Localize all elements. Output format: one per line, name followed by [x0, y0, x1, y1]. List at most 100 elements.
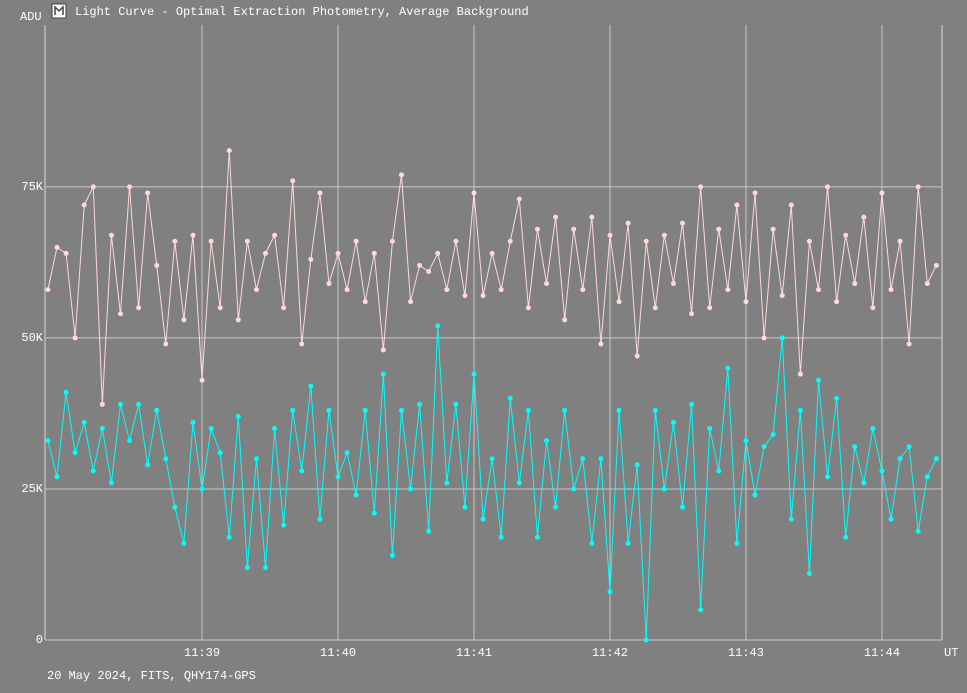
data-point [344, 287, 350, 293]
data-point [145, 462, 151, 468]
data-point [689, 401, 695, 407]
data-point [924, 474, 930, 480]
data-point [553, 214, 559, 220]
data-point [335, 250, 341, 256]
data-point [253, 287, 259, 293]
data-point [90, 468, 96, 474]
data-point [54, 474, 60, 480]
data-point [54, 244, 60, 250]
data-point [362, 299, 368, 305]
data-point [272, 232, 278, 238]
data-point [81, 420, 87, 426]
data-point [489, 250, 495, 256]
data-point [861, 214, 867, 220]
data-point [571, 226, 577, 232]
data-point [516, 196, 522, 202]
data-point [834, 395, 840, 401]
data-point [888, 516, 894, 522]
data-point [453, 401, 459, 407]
data-point [172, 504, 178, 510]
data-point [752, 190, 758, 196]
y-tick-label: 25K [21, 482, 43, 496]
data-point [263, 250, 269, 256]
data-point [326, 281, 332, 287]
data-point [235, 413, 241, 419]
y-axis-label: ADU [20, 10, 42, 24]
data-point [915, 528, 921, 534]
data-point [616, 299, 622, 305]
data-point [634, 462, 640, 468]
x-tick-label: 11:44 [864, 646, 900, 660]
data-point [371, 510, 377, 516]
data-point [770, 226, 776, 232]
data-point [408, 299, 414, 305]
x-axis-label: UT [944, 646, 958, 660]
data-point [199, 486, 205, 492]
data-point [398, 407, 404, 413]
data-point [281, 522, 287, 528]
data-point [698, 184, 704, 190]
data-point [852, 444, 858, 450]
data-point [380, 347, 386, 353]
data-point [81, 202, 87, 208]
data-point [580, 287, 586, 293]
data-point [797, 371, 803, 377]
data-point [598, 456, 604, 462]
data-point [689, 311, 695, 317]
data-point [181, 317, 187, 323]
data-point [371, 250, 377, 256]
data-point [353, 492, 359, 498]
data-point [562, 407, 568, 413]
data-point [779, 335, 785, 341]
data-point [163, 341, 169, 347]
data-point [752, 492, 758, 498]
data-point [761, 444, 767, 450]
data-point [498, 287, 504, 293]
data-point [136, 305, 142, 311]
data-point [217, 450, 223, 456]
data-point [426, 268, 432, 274]
data-point [353, 238, 359, 244]
y-tick-label: 50K [21, 331, 43, 345]
data-point [643, 637, 649, 643]
data-point [652, 407, 658, 413]
data-point [435, 323, 441, 329]
data-point [544, 438, 550, 444]
data-point [534, 226, 540, 232]
data-point [607, 232, 613, 238]
data-point [498, 534, 504, 540]
data-point [362, 407, 368, 413]
data-point [815, 287, 821, 293]
data-point [680, 220, 686, 226]
data-point [625, 540, 631, 546]
data-point [489, 456, 495, 462]
data-point [72, 335, 78, 341]
data-point [716, 468, 722, 474]
data-point [770, 432, 776, 438]
data-point [897, 456, 903, 462]
data-point [906, 341, 912, 347]
data-point [426, 528, 432, 534]
x-tick-label: 11:42 [592, 646, 628, 660]
data-point [680, 504, 686, 510]
data-point [480, 516, 486, 522]
data-point [444, 287, 450, 293]
data-point [308, 383, 314, 389]
data-point [199, 377, 205, 383]
data-point [90, 184, 96, 190]
data-point [825, 474, 831, 480]
data-point [779, 293, 785, 299]
data-point [244, 238, 250, 244]
data-point [417, 401, 423, 407]
data-point [634, 353, 640, 359]
data-point [45, 438, 51, 444]
data-point [562, 317, 568, 323]
data-point [670, 420, 676, 426]
data-point [480, 293, 486, 299]
data-point [408, 486, 414, 492]
data-point [145, 190, 151, 196]
data-point [788, 516, 794, 522]
data-point [344, 450, 350, 456]
footer: 20 May 2024, FITS, QHY174-GPS [47, 669, 256, 683]
data-point [525, 305, 531, 311]
